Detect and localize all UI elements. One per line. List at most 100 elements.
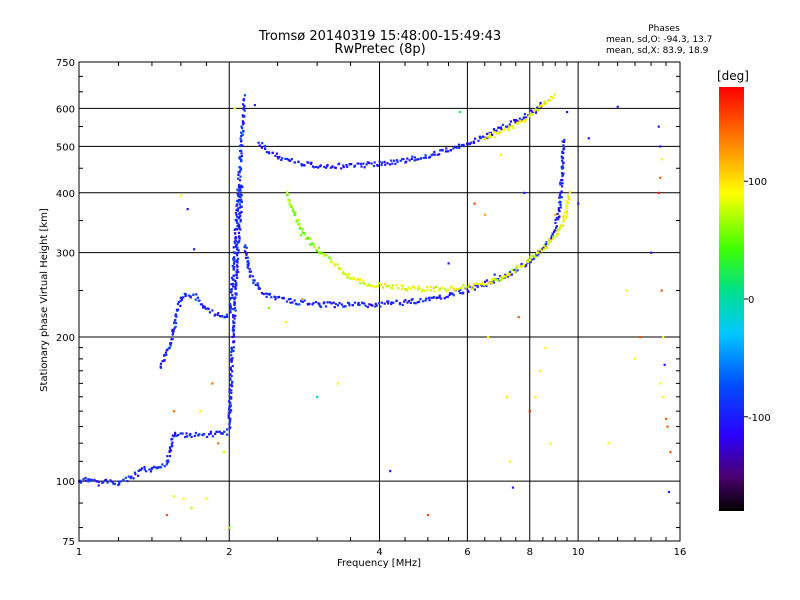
echo-point [84,476,87,480]
echo-point [175,434,178,438]
echo-point [174,314,178,317]
echo-point [172,495,176,498]
echo-point [228,406,231,409]
echo-point [265,295,268,298]
echo-point [549,442,552,445]
echo-point [399,159,402,162]
echo-point [450,285,453,288]
echo-point [226,428,229,431]
echo-point [274,298,277,301]
phase-stats-x: mean, sd,X: 83.9, 18.9 [606,46,709,56]
echo-point [231,385,234,388]
echo-point [232,320,235,323]
echo-point [231,335,234,339]
echo-point [455,146,458,149]
echo-point [426,513,430,517]
echo-point [239,149,242,153]
echo-point [236,268,239,271]
echo-point [471,286,474,289]
echo-point [508,273,511,276]
echo-point [235,213,238,217]
echo-point [93,478,96,481]
x-tick-label: 1 [76,547,82,558]
echo-point [171,445,174,448]
echo-point [143,465,146,469]
echo-point [389,470,392,473]
echo-point [211,309,214,312]
y-tick-label: 400 [56,189,75,200]
echo-point [517,316,520,319]
echo-point [537,251,540,254]
x-tick-label: 16 [674,547,687,558]
echo-point [566,110,569,114]
echo-point [438,294,441,297]
echo-point [239,155,242,159]
echo-point [493,130,496,134]
echo-point [555,235,558,238]
echo-point [289,301,292,304]
echo-point [468,285,471,288]
echo-point [395,159,399,162]
echo-point [439,297,443,300]
echo-point [546,246,549,249]
echo-point [268,152,271,155]
x-axis-ticks: 1 2 4 6 8 10 16 [76,62,687,558]
echo-point [401,303,404,307]
echo-point [167,460,170,463]
echo-point [240,149,243,152]
echo-point [233,325,236,328]
echo-point [385,285,388,288]
echo-point [280,158,283,162]
echo-point [217,442,220,445]
echo-point [356,277,360,281]
x-tick-label: 6 [464,547,470,558]
echo-point [242,123,245,126]
echo-point [231,296,234,299]
echo-point [175,322,178,325]
colorbar-tick-label: 100 [748,177,767,188]
echo-point [488,135,492,138]
echo-point [515,267,518,270]
echo-point [143,468,146,471]
echo-point [521,118,524,122]
echo-point [333,264,337,267]
echo-point [189,432,192,436]
echo-point [481,284,484,287]
echo-point [549,240,552,243]
echo-point [342,305,345,308]
echo-point [164,351,168,354]
echo-point [559,196,562,199]
echo-point [246,263,249,266]
echo-point [372,284,375,287]
echo-point [173,327,176,330]
echo-point [457,288,460,291]
echo-point [499,126,503,129]
echo-point [474,137,477,140]
echo-point [240,200,243,203]
echo-point [401,158,404,161]
echo-point [342,271,345,274]
echo-point [239,196,242,199]
echo-point [234,228,238,231]
echo-point [211,435,214,438]
echo-point [544,102,547,105]
x-tick-label: 8 [527,547,533,558]
echo-point [567,195,570,199]
echo-point [234,218,237,222]
echo-point [84,479,88,482]
echo-point [303,233,306,236]
echo-point [234,244,238,248]
echo-point [233,228,236,231]
echo-point [526,260,530,263]
echo-point [336,263,339,266]
echo-point [373,286,377,289]
echo-point [232,346,235,349]
echo-point [657,191,660,194]
echo-point [106,481,109,484]
echo-point [171,337,174,341]
echo-point [423,289,426,293]
echo-point [377,285,380,288]
echo-point [566,206,569,210]
echo-point [377,302,381,305]
chart-subtitle: RwPretec (8p) [334,42,425,57]
